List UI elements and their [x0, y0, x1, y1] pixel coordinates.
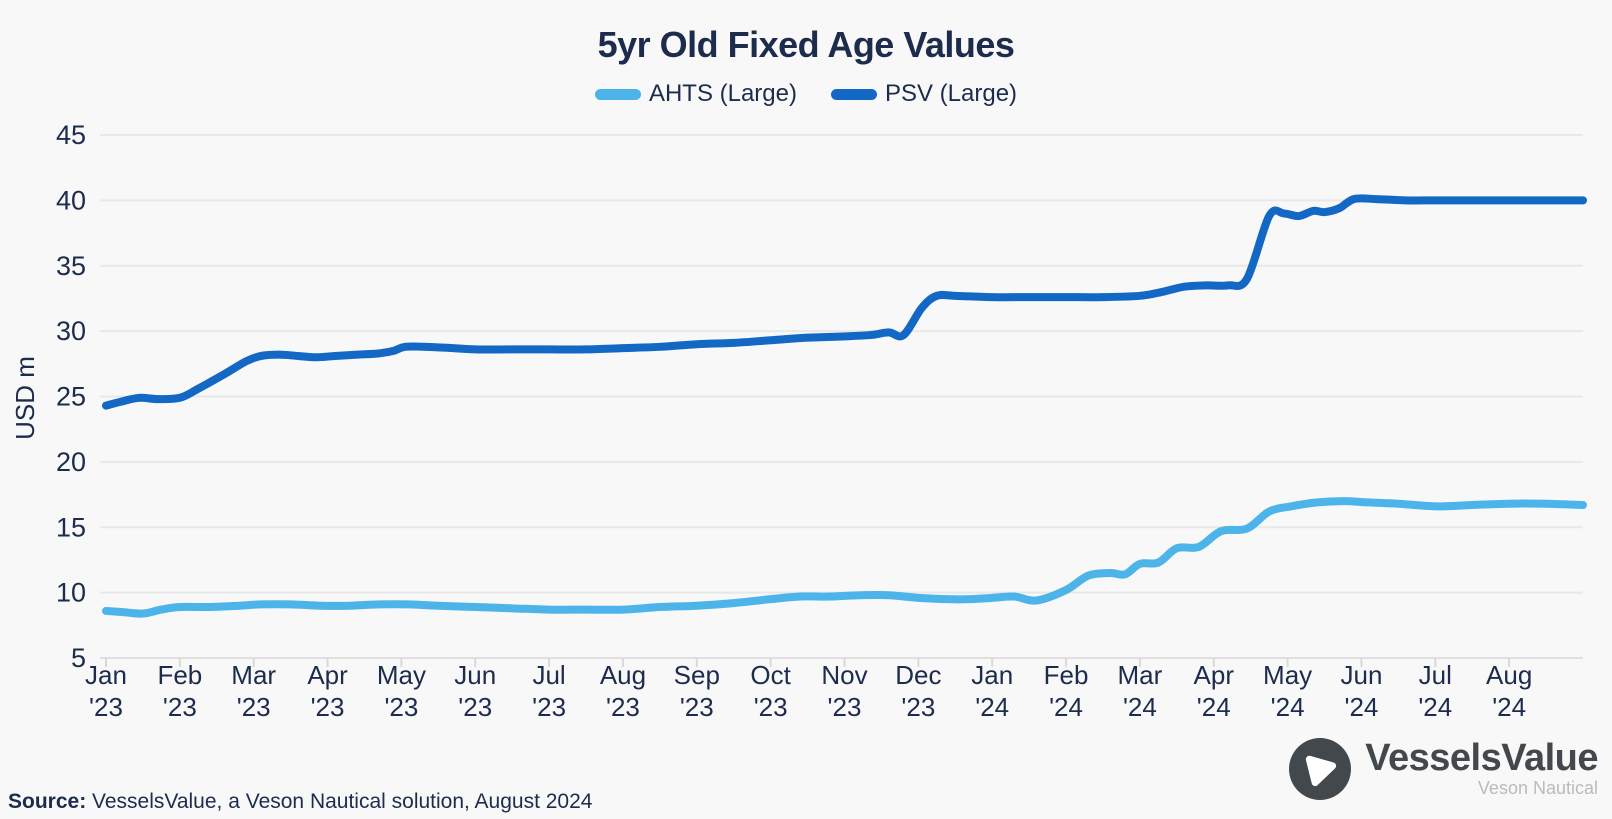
series-line-psv-large — [102, 194, 1587, 410]
legend-label-ahts: AHTS (Large) — [648, 80, 797, 107]
x-tick-label: Mar '23 — [231, 660, 276, 722]
x-tick-label: Jul '24 — [1418, 660, 1452, 722]
x-tick-label: Oct '23 — [750, 660, 791, 722]
series-line-ahts-large — [102, 497, 1587, 618]
x-tick-label: Mar '24 — [1118, 660, 1163, 722]
x-tick-label: May '23 — [377, 660, 426, 722]
x-tick-label: Sep '23 — [674, 660, 720, 722]
y-tick-label: 5 — [71, 643, 86, 673]
y-axis-labels: 5 10 15 20 25 30 35 40 45 — [56, 120, 86, 673]
x-tick-label: Aug '24 — [1486, 660, 1532, 722]
legend-swatch-ahts-icon — [594, 88, 641, 100]
x-tick-label: Jul '23 — [532, 660, 566, 722]
vesselsvalue-logo-icon — [1289, 738, 1352, 800]
source-text: VesselsValue, a Veson Nautical solution,… — [86, 790, 593, 813]
vesselsvalue-logo: VesselsValue Veson Nautical — [1287, 736, 1598, 802]
source-label: Source: — [8, 790, 87, 813]
y-tick-label: 35 — [56, 251, 86, 281]
y-axis-title: USD m — [10, 356, 40, 440]
x-tick-label: Feb '24 — [1044, 660, 1089, 722]
x-axis: Jan '23 Feb '23 Mar '23 Apr '23 May '23 Jun '23 Jul '… — [85, 658, 1532, 722]
x-tick-label: Apr '23 — [307, 660, 348, 722]
gridlines — [100, 134, 1583, 659]
legend-label-psv: PSV (Large) — [884, 80, 1018, 107]
y-tick-label: 10 — [56, 578, 86, 608]
legend-item-psv-large: PSV (Large) — [830, 80, 1018, 108]
x-tick-label: Nov '23 — [821, 660, 867, 722]
y-tick-label: 25 — [56, 382, 86, 412]
x-tick-label: May '24 — [1263, 660, 1312, 722]
x-tick-label: Dec '23 — [895, 660, 941, 722]
y-tick-label: 40 — [56, 185, 86, 215]
x-tick-label: Jun '24 — [1340, 660, 1382, 722]
x-tick-label: Jan '24 — [971, 660, 1013, 722]
x-tick-label: Jan '23 — [85, 660, 127, 722]
source-note: Source: VesselsValue, a Veson Nautical s… — [8, 790, 592, 814]
x-tick-label: Jun '23 — [454, 660, 496, 722]
legend-item-ahts-large: AHTS (Large) — [594, 80, 797, 108]
x-tick-label: Apr '24 — [1194, 660, 1235, 722]
y-tick-label: 30 — [56, 316, 86, 346]
x-tick-label: Feb '23 — [157, 660, 202, 722]
legend-swatch-psv-icon — [830, 88, 877, 100]
y-tick-label: 20 — [56, 447, 86, 477]
logo-wordmark: VesselsValue — [1365, 737, 1598, 779]
chart-title: 5yr Old Fixed Age Values — [597, 24, 1015, 65]
logo-subtitle: Veson Nautical — [1477, 778, 1598, 798]
x-tick-label: Aug '23 — [600, 660, 646, 722]
chart-legend: AHTS (Large) PSV (Large) — [0, 80, 1612, 108]
y-tick-label: 45 — [56, 120, 86, 150]
y-tick-label: 15 — [56, 512, 86, 542]
